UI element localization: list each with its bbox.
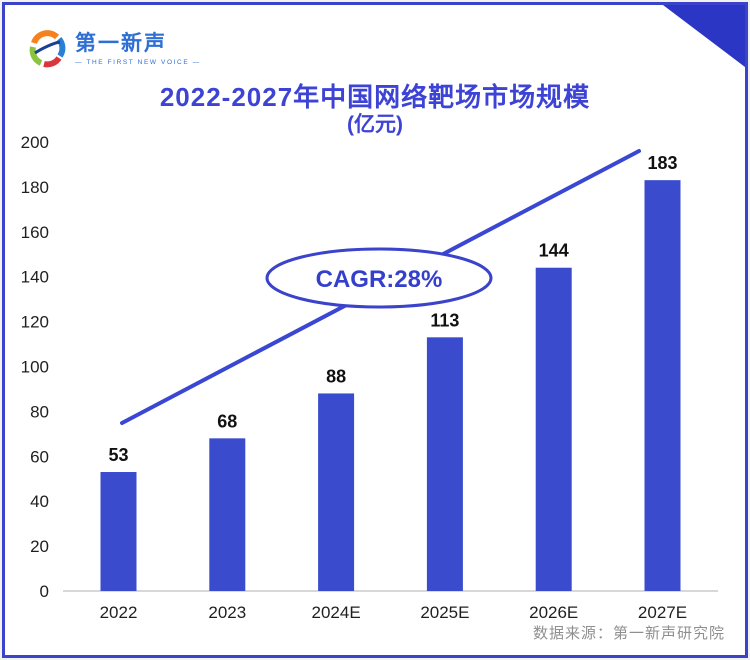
y-axis-tick-label: 200	[21, 133, 49, 152]
x-axis-category-label: 2026E	[529, 603, 578, 622]
x-axis-category-label: 2024E	[312, 603, 361, 622]
y-axis-tick-label: 0	[40, 582, 49, 601]
brand-tagline: — THE FIRST NEW VOICE —	[75, 58, 201, 66]
bar-value-label: 113	[430, 310, 459, 330]
y-axis-tick-label: 100	[21, 358, 49, 377]
chart-title: 2022-2027年中国网络靶场市场规模	[159, 82, 591, 112]
bar-2024E	[318, 393, 355, 591]
y-axis-tick-label: 160	[21, 223, 49, 242]
x-axis-category-label: 2023	[208, 603, 246, 622]
bar-value-label: 183	[647, 153, 677, 173]
bar-2022	[100, 472, 137, 591]
bar-2023	[209, 438, 246, 591]
x-axis-category-label: 2025E	[420, 603, 469, 622]
data-source-note: 数据来源：第一新声研究院	[532, 625, 725, 642]
bar-value-label: 88	[326, 366, 346, 386]
brand-name: 第一新声	[75, 32, 167, 56]
x-axis-category-label: 2022	[100, 603, 138, 622]
brand-logo: 第一新声 — THE FIRST NEW VOICE —	[27, 29, 201, 69]
chart-unit-subtitle: (亿元)	[347, 113, 403, 136]
cagr-annotation: CAGR:28%	[316, 266, 443, 293]
y-axis-tick-label: 180	[21, 178, 49, 197]
y-axis-tick-label: 140	[21, 268, 49, 287]
cagr-ellipse	[265, 247, 493, 309]
bar-2026E	[535, 267, 572, 591]
market-size-bar-chart: 0 20 40 60 80 100 120 140 160 180 200 53 2022 68 2023 8…	[21, 133, 718, 622]
y-axis-tick-label: 60	[30, 447, 49, 466]
brand-text: 第一新声 — THE FIRST NEW VOICE —	[75, 32, 201, 65]
y-axis-tick-label: 120	[21, 313, 49, 332]
x-axis-category-label: 2027E	[638, 603, 687, 622]
bar-value-label: 68	[217, 411, 237, 431]
y-axis-tick-label: 40	[30, 492, 49, 511]
brand-globe-icon	[29, 30, 66, 68]
bar-2027E	[644, 180, 681, 592]
bar-2025E	[426, 337, 463, 591]
bar-value-label: 144	[539, 241, 569, 261]
y-axis-tick-label: 20	[30, 537, 49, 556]
y-axis-tick-label: 80	[30, 402, 49, 421]
bar-value-label: 53	[108, 445, 128, 465]
